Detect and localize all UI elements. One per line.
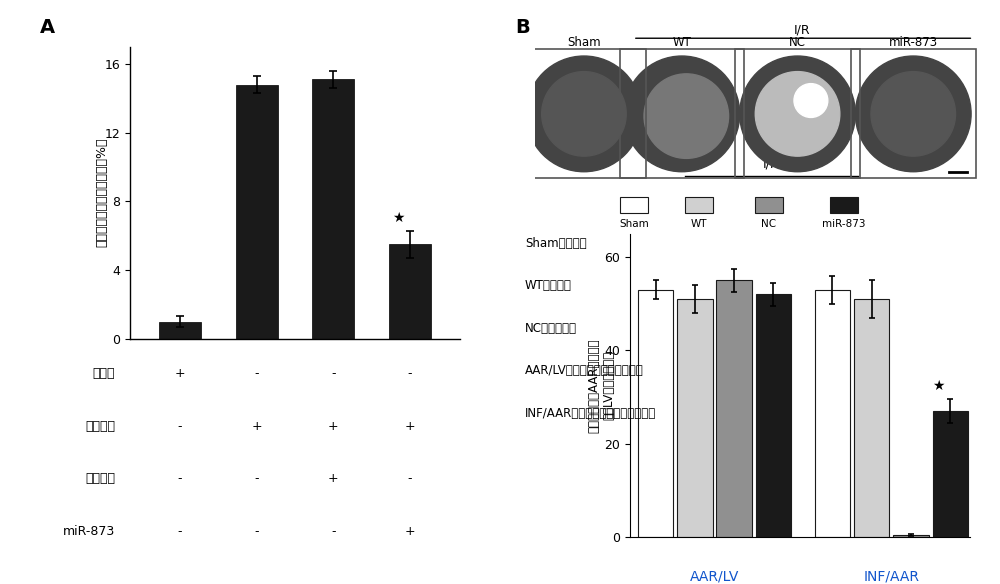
Text: Sham：假手术: Sham：假手术 — [525, 237, 587, 249]
Bar — [854, 299, 889, 537]
Text: -: - — [178, 420, 182, 433]
Text: WT: WT — [691, 219, 707, 229]
Text: -: - — [178, 525, 182, 538]
Text: Sham: Sham — [567, 36, 601, 50]
Text: AAR/LV：缺血面积占左心室面积: AAR/LV：缺血面积占左心室面积 — [525, 364, 644, 377]
Text: ★: ★ — [932, 378, 945, 392]
Bar — [851, 50, 976, 178]
Text: NC：阴性对照: NC：阴性对照 — [525, 322, 577, 335]
Circle shape — [871, 72, 956, 156]
Text: +: + — [405, 525, 415, 538]
Text: AAR/LV: AAR/LV — [690, 570, 739, 584]
Text: Sham: Sham — [619, 219, 649, 229]
Text: +: + — [175, 367, 185, 380]
Text: -: - — [331, 367, 336, 380]
Text: +: + — [405, 420, 415, 433]
Circle shape — [740, 56, 855, 172]
Bar — [756, 294, 791, 537]
Text: -: - — [254, 367, 259, 380]
Bar — [620, 50, 744, 178]
Circle shape — [542, 72, 626, 156]
Y-axis label: 肌球蛋白重链细胞阳性率（%）: 肌球蛋白重链细胞阳性率（%） — [95, 138, 108, 248]
Bar — [933, 411, 968, 537]
Bar — [522, 50, 646, 178]
Text: INF/AAR: INF/AAR — [863, 570, 919, 584]
Text: -: - — [408, 472, 412, 485]
Text: -: - — [254, 525, 259, 538]
Text: miR-873: miR-873 — [822, 219, 866, 229]
Circle shape — [755, 72, 840, 156]
Text: INF/AAR：危险区占缺血面积百分比: INF/AAR：危险区占缺血面积百分比 — [525, 407, 656, 420]
Text: 阴性对照: 阴性对照 — [85, 472, 115, 485]
Bar — [236, 85, 278, 339]
Bar — [389, 244, 431, 339]
Text: NC: NC — [761, 219, 777, 229]
Text: miR-873: miR-873 — [63, 525, 115, 538]
Text: +: + — [328, 472, 339, 485]
Bar — [312, 79, 354, 339]
Text: -: - — [408, 367, 412, 380]
Bar — [735, 50, 860, 178]
Circle shape — [855, 56, 971, 172]
Text: WT: WT — [672, 36, 691, 50]
Text: -: - — [331, 525, 336, 538]
Text: 缺血再灌: 缺血再灌 — [85, 420, 115, 433]
Text: ★: ★ — [392, 211, 405, 225]
Circle shape — [624, 56, 740, 172]
Circle shape — [644, 74, 729, 158]
Text: +: + — [251, 420, 262, 433]
Y-axis label: 缺血区面积（AAR）占左心
室（LV）面积百分比: 缺血区面积（AAR）占左心 室（LV）面积百分比 — [588, 338, 616, 433]
Text: -: - — [254, 472, 259, 485]
Circle shape — [794, 84, 828, 117]
Bar — [638, 290, 673, 537]
Text: -: - — [178, 472, 182, 485]
Circle shape — [526, 56, 642, 172]
Bar — [893, 535, 929, 537]
Bar — [815, 290, 850, 537]
Text: WT：野生型: WT：野生型 — [525, 279, 572, 292]
Text: 假手术: 假手术 — [92, 367, 115, 380]
Bar — [159, 322, 201, 339]
Text: A: A — [40, 18, 55, 37]
Bar — [716, 280, 752, 537]
Text: I/R: I/R — [763, 158, 780, 171]
Text: miR-873: miR-873 — [889, 36, 938, 50]
Text: +: + — [328, 420, 339, 433]
Text: I/R: I/R — [794, 23, 810, 36]
Text: NC: NC — [789, 36, 806, 50]
Bar — [677, 299, 713, 537]
Text: B: B — [515, 18, 530, 37]
